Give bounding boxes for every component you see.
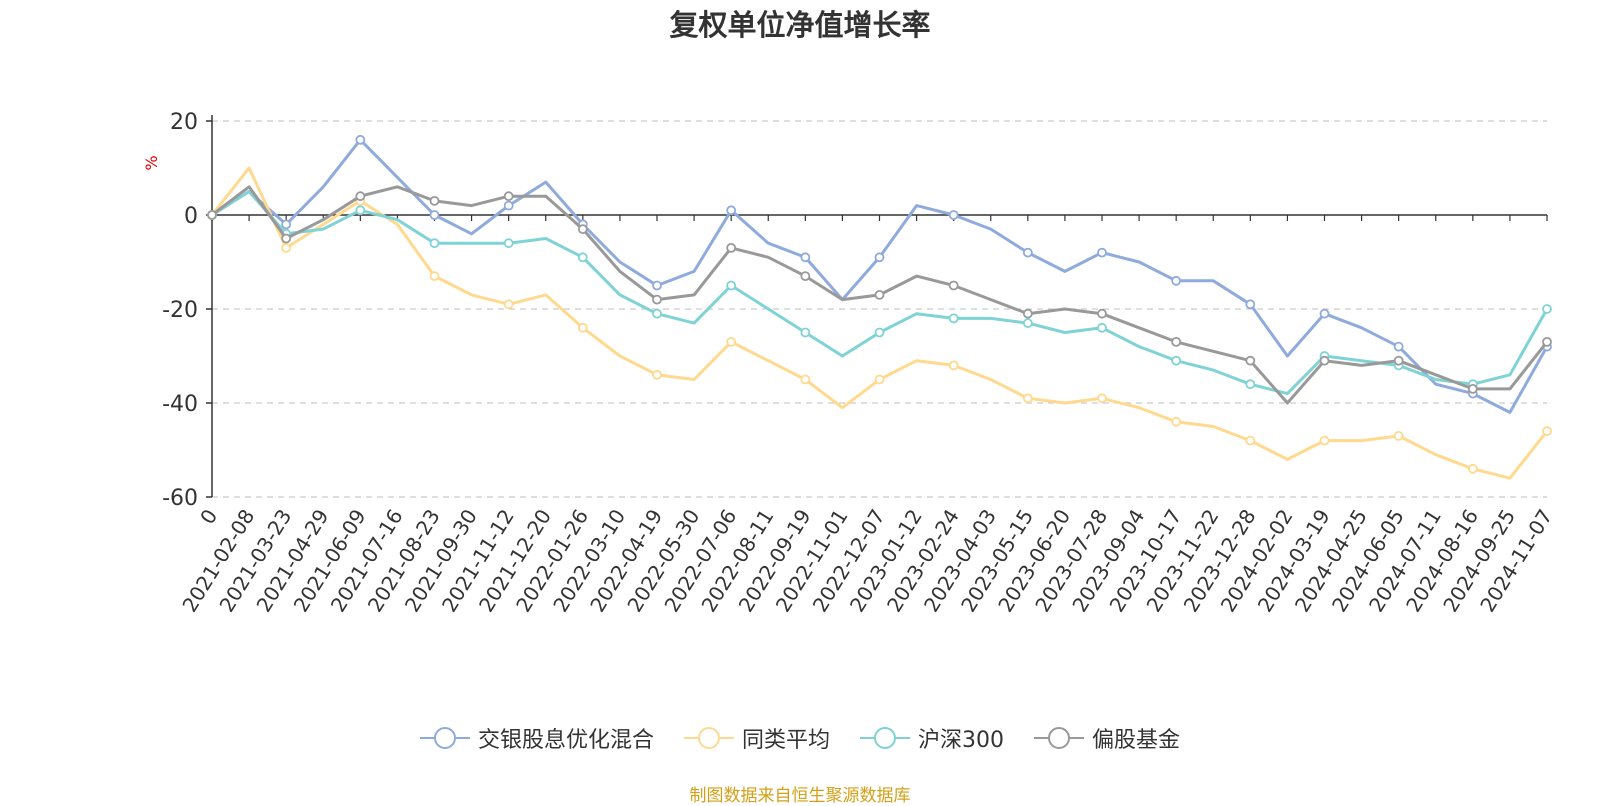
series-point (800, 252, 811, 263)
series-point (1171, 416, 1182, 427)
legend-label-2: 沪深300 (918, 728, 1004, 753)
series-point (726, 280, 737, 291)
series-point (1319, 308, 1330, 319)
legend-item-0[interactable]: 交银股息优化混合 (419, 722, 654, 754)
series-point (281, 242, 292, 253)
series-point (429, 210, 440, 220)
series-point (726, 242, 737, 253)
x-tick-label: 0 (195, 505, 222, 529)
series-point (429, 238, 440, 249)
series-point (948, 210, 959, 220)
legend-label-3: 偏股基金 (1092, 728, 1181, 753)
series-point (1022, 393, 1033, 404)
series-point (1022, 308, 1033, 319)
series-point (874, 374, 885, 385)
series-point (1467, 463, 1478, 474)
series-point (1393, 341, 1404, 352)
series-point (577, 224, 588, 235)
series-point (1245, 379, 1256, 390)
y-tick-label: 0 (184, 204, 198, 229)
series-point (1097, 247, 1107, 258)
series-point (874, 289, 885, 300)
chart-title: 复权单位净值增长率 (669, 8, 931, 42)
series-point (1022, 247, 1033, 258)
series-point (577, 252, 588, 263)
series-point (1319, 355, 1330, 366)
series-point (726, 336, 737, 347)
series-point (800, 327, 811, 338)
series-point (948, 360, 959, 371)
series-point (355, 191, 366, 202)
series-point (874, 327, 885, 338)
legend-marker-0 (419, 727, 470, 749)
y-tick-label: -20 (162, 298, 198, 323)
series-point (503, 191, 514, 202)
y-tick-label: 20 (170, 110, 198, 135)
data-source-note: 制图数据来自恒生聚源数据库 (689, 786, 911, 806)
series-point (503, 299, 514, 310)
legend-marker-1 (683, 727, 734, 749)
series-point (800, 374, 811, 385)
series-point (1171, 336, 1182, 347)
legend-label-1: 同类平均 (741, 728, 830, 753)
series-point (800, 271, 811, 282)
legend-item-3[interactable]: 偏股基金 (1034, 722, 1180, 754)
series-point (207, 210, 217, 220)
series-point (355, 134, 366, 145)
legend-label-0: 交银股息优化混合 (477, 728, 654, 753)
series-point (652, 294, 662, 305)
series-point (1171, 355, 1182, 366)
series-point (948, 313, 959, 324)
series-point (1097, 308, 1107, 319)
series-point (1467, 383, 1478, 394)
series-point (726, 205, 737, 216)
series-point (577, 322, 588, 333)
series-point (652, 280, 662, 291)
series-point (652, 369, 662, 380)
series-point (1245, 355, 1256, 366)
series-point (1319, 435, 1330, 446)
legend: 交银股息优化混合 同类平均 沪深300 偏股基金 (0, 722, 1600, 754)
series-point (1097, 322, 1107, 333)
series-point (429, 271, 440, 282)
legend-item-1[interactable]: 同类平均 (683, 722, 830, 754)
series-point (1022, 318, 1033, 329)
series-point (1542, 336, 1552, 347)
legend-item-2[interactable]: 沪深300 (860, 722, 1004, 754)
series-point (1245, 435, 1256, 446)
series-point (1245, 299, 1256, 310)
y-axis-label: % (142, 155, 161, 170)
legend-marker-2 (860, 727, 910, 749)
y-tick-label: -40 (162, 392, 198, 417)
series-point (281, 219, 292, 230)
series-point (1542, 426, 1552, 437)
series-point (1393, 355, 1404, 366)
series-point (429, 195, 440, 206)
series-point (281, 233, 292, 244)
y-tick-label: -60 (162, 486, 198, 511)
series-line-0 (210, 138, 1549, 414)
series-point (503, 200, 514, 211)
series-point (1542, 304, 1552, 314)
series-point (1393, 430, 1404, 441)
series-point (652, 308, 662, 319)
legend-marker-3 (1034, 727, 1084, 749)
series-point (948, 280, 959, 291)
series-point (503, 238, 514, 249)
series-point (1171, 275, 1182, 286)
series-point (1097, 393, 1107, 404)
series-point (874, 252, 885, 263)
series-point (355, 205, 366, 216)
